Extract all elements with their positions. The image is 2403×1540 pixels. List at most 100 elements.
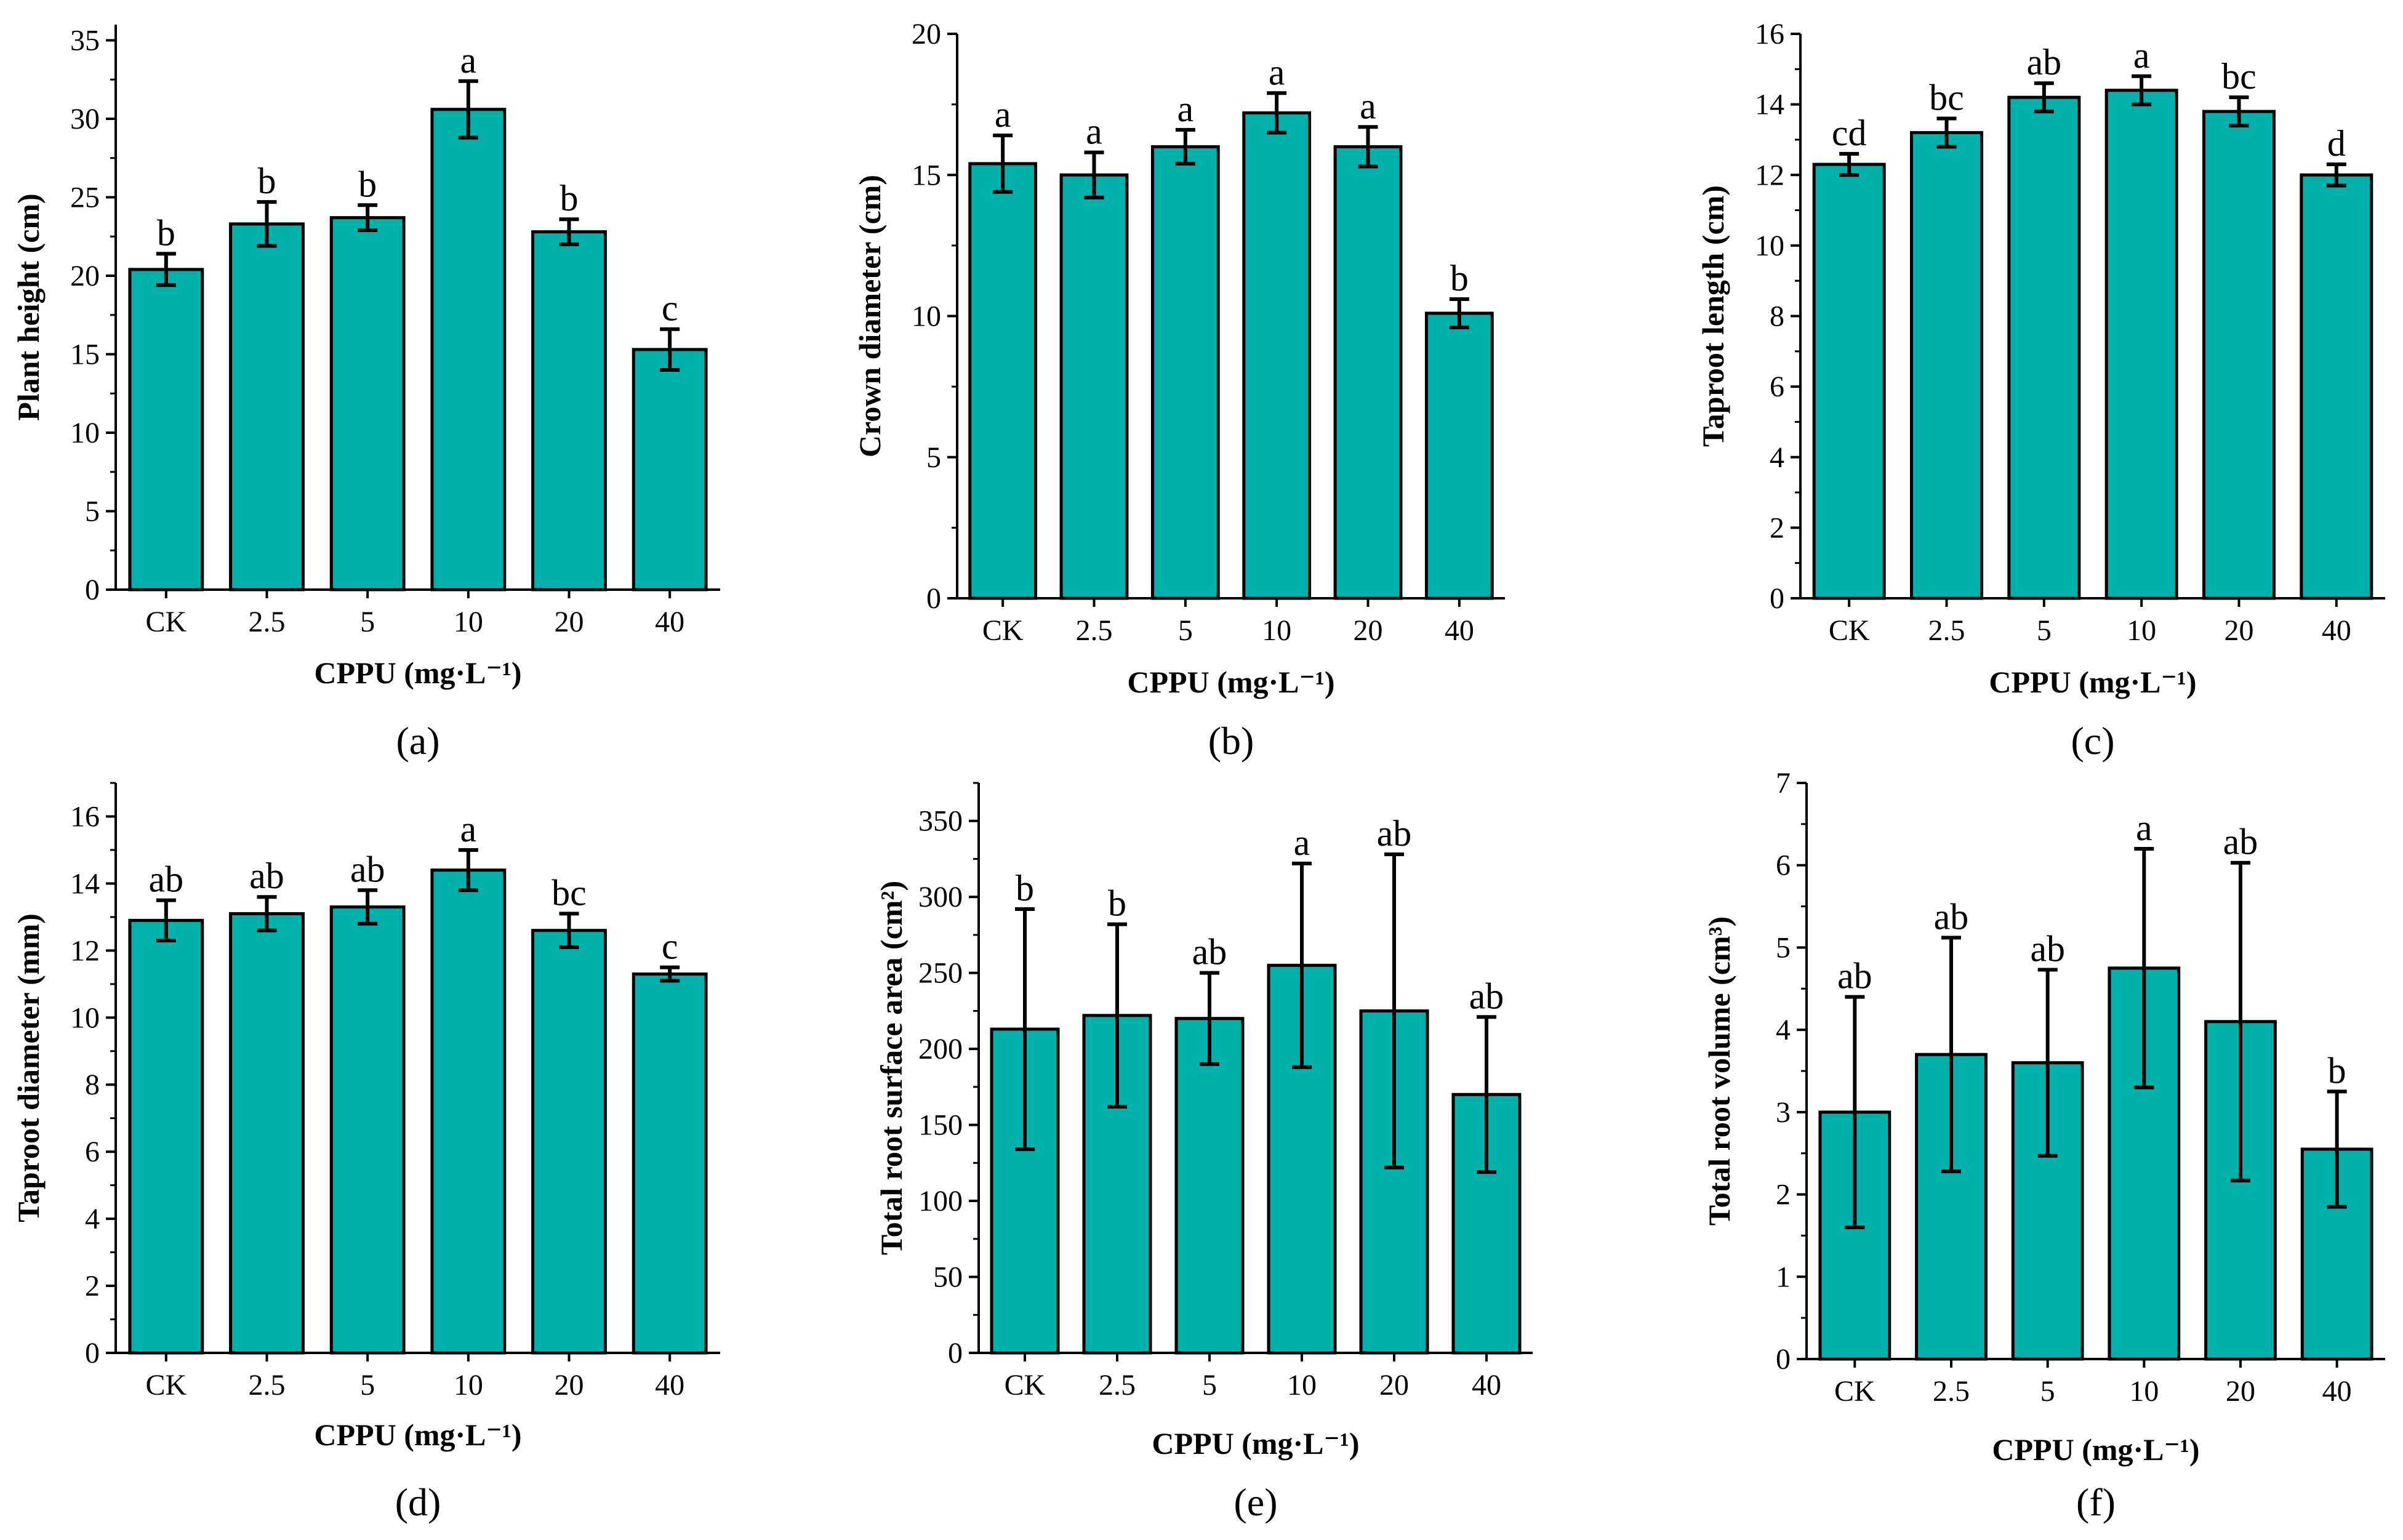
- significance-letter: bc: [1929, 78, 1964, 118]
- significance-letter: ab: [249, 856, 284, 896]
- bar: [632, 348, 708, 592]
- x-tick-label: 40: [655, 606, 684, 638]
- y-tick-label: 0: [1776, 1343, 1791, 1376]
- x-tick-label: 10: [1287, 1369, 1317, 1402]
- y-tick-label: 5: [85, 495, 100, 528]
- bar: [128, 268, 204, 592]
- y-tick-label: 5: [926, 441, 941, 474]
- y-tick-label: 12: [70, 934, 100, 967]
- x-tick-label: 20: [555, 1369, 584, 1402]
- y-tick-label: 1: [1776, 1261, 1791, 1293]
- significance-letter: ab: [2027, 42, 2062, 82]
- y-axis-label: Taproot length (cm): [1696, 185, 1730, 447]
- y-tick-label: 6: [85, 1136, 100, 1168]
- x-tick-label: 20: [1354, 614, 1383, 647]
- y-tick-label: 300: [918, 881, 963, 913]
- x-axis-label: CPPU (mg·L⁻¹): [314, 656, 521, 690]
- significance-letter: a: [1360, 86, 1376, 126]
- bar: [632, 972, 708, 1355]
- y-tick-label: 15: [70, 339, 100, 371]
- y-tick-label: 7: [1776, 767, 1791, 800]
- bar: [329, 905, 406, 1355]
- bar: [1174, 1017, 1245, 1355]
- y-tick-label: 30: [70, 103, 100, 135]
- y-tick-label: 12: [1755, 159, 1784, 191]
- significance-letter: b: [258, 161, 276, 201]
- y-tick-label: 250: [918, 957, 963, 990]
- y-tick-label: 8: [1770, 300, 1784, 333]
- significance-letter: ab: [1192, 932, 1227, 973]
- significance-letter: a: [1086, 111, 1102, 152]
- x-tick-label: 5: [1202, 1369, 1217, 1402]
- panel-letter: (e): [1234, 1480, 1277, 1524]
- y-tick-label: 20: [912, 18, 941, 50]
- significance-letter: a: [995, 94, 1011, 135]
- bar: [968, 162, 1038, 600]
- bar: [229, 912, 305, 1355]
- x-tick-label: 20: [555, 606, 584, 638]
- x-tick-label: 2.5: [1099, 1369, 1136, 1402]
- y-tick-label: 0: [948, 1337, 963, 1370]
- y-tick-label: 0: [85, 1337, 100, 1370]
- y-tick-label: 10: [1755, 230, 1784, 262]
- significance-letter: b: [157, 212, 175, 253]
- x-axis-label: CPPU (mg·L⁻¹): [1127, 665, 1334, 699]
- significance-letter: ab: [149, 859, 184, 900]
- significance-letter: ab: [2223, 822, 2258, 862]
- x-tick-label: 40: [1472, 1369, 1501, 1402]
- bar: [1812, 162, 1886, 600]
- y-tick-label: 350: [918, 805, 963, 838]
- y-axis-label: Total root surface area (cm²): [874, 881, 909, 1255]
- bar: [2300, 173, 2373, 600]
- significance-letter: ab: [1837, 956, 1872, 997]
- x-tick-label: CK: [1834, 1375, 1875, 1408]
- x-axis-label: CPPU (mg·L⁻¹): [1992, 1432, 2199, 1467]
- significance-letter: a: [2133, 35, 2150, 76]
- significance-letter: bc: [552, 872, 587, 913]
- x-tick-label: 20: [1379, 1369, 1409, 1402]
- y-tick-label: 3: [1776, 1096, 1791, 1129]
- y-tick-label: 10: [70, 1001, 100, 1034]
- y-tick-label: 15: [912, 159, 941, 191]
- x-tick-label: CK: [145, 606, 187, 638]
- x-tick-label: 2.5: [1933, 1375, 1970, 1408]
- x-tick-label: 20: [2226, 1375, 2255, 1408]
- bar: [531, 230, 607, 592]
- x-tick-label: 40: [2322, 1375, 2352, 1408]
- x-tick-label: 2.5: [1928, 614, 1965, 647]
- y-tick-label: 8: [85, 1069, 100, 1101]
- y-tick-label: 6: [1776, 849, 1791, 882]
- significance-letter: a: [1177, 89, 1194, 129]
- bar: [430, 868, 507, 1355]
- y-tick-label: 16: [70, 800, 100, 833]
- significance-letter: c: [662, 926, 678, 967]
- x-tick-label: 5: [2040, 1375, 2055, 1408]
- y-tick-label: 25: [70, 182, 100, 214]
- significance-letter: b: [358, 164, 377, 204]
- x-tick-label: 5: [360, 1369, 375, 1402]
- y-axis-label: Crown diameter (cm): [852, 175, 887, 457]
- x-tick-label: CK: [982, 614, 1024, 647]
- y-tick-label: 100: [918, 1185, 963, 1217]
- y-axis-label: Plant height (cm): [11, 193, 46, 420]
- bar: [531, 929, 607, 1355]
- chart-panel: b b b a b c 0 5 10 15 20 25 30 35 CK 2.5 5 10 20 40 CPPU (mg…: [11, 25, 720, 763]
- x-tick-label: CK: [145, 1369, 187, 1402]
- panel-letter: (a): [396, 719, 439, 763]
- panel-letter: (d): [395, 1480, 441, 1524]
- significance-letter: cd: [1832, 113, 1867, 153]
- bar: [229, 222, 305, 592]
- bar: [2007, 95, 2081, 600]
- chart-panel: ab ab ab a ab b 0 1 2 3 4 5 6 7 CK 2.5 5 10 20 40 CPPU (mg·L…: [1702, 767, 2385, 1524]
- bar: [1424, 311, 1494, 600]
- significance-letter: b: [560, 178, 579, 219]
- panel-letter: (b): [1208, 719, 1254, 763]
- chart-panel: b b ab a ab ab 0 50 100 150 200 250 300 350 CK 2.5 5 10 20…: [874, 782, 1533, 1524]
- bar: [1333, 145, 1403, 600]
- x-tick-label: 10: [2127, 614, 2156, 647]
- y-axis-label: Taproot diameter (mm): [11, 913, 46, 1222]
- x-tick-label: 2.5: [249, 1369, 286, 1402]
- x-tick-label: 5: [360, 606, 375, 638]
- significance-letter: ab: [1377, 813, 1412, 854]
- y-tick-label: 150: [918, 1109, 963, 1142]
